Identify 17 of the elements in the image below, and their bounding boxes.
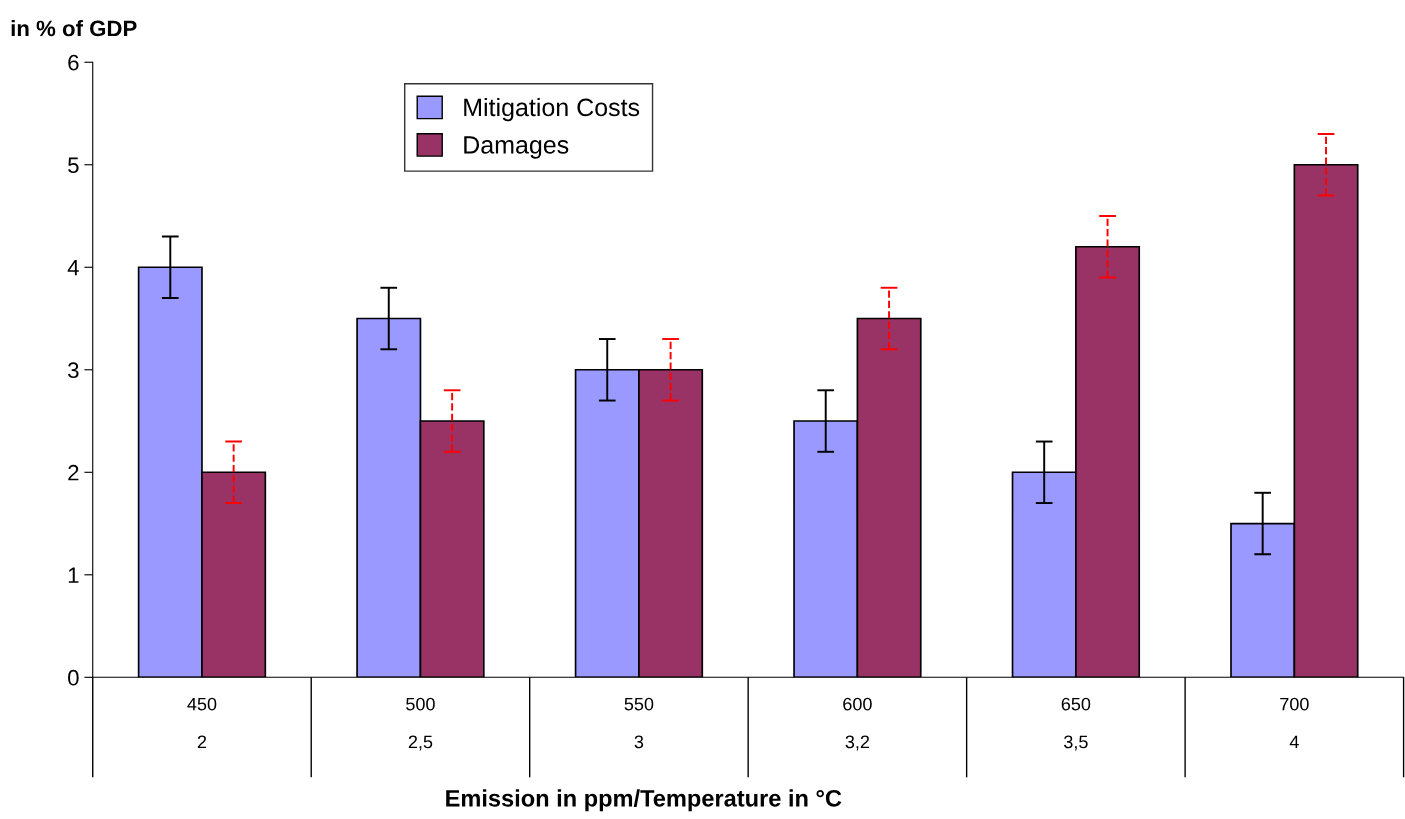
category-label: 450 2 [187,697,217,749]
category-label: 650 3,5 [1061,697,1091,751]
y-tick-label: 5 [68,157,79,174]
y-tick-label: 0 [68,669,79,686]
y-tick-label: 3 [68,362,79,379]
category-label: 500 2,5 [406,697,435,751]
category-label: 550 3 [624,697,654,749]
y-tick-label: 6 [68,54,79,71]
category-label: 700 4 [1280,697,1309,749]
y-tick-label: 1 [68,567,79,583]
y-tick-label: 4 [67,260,79,276]
legend-label: Damages [464,136,569,159]
legend-label: Mitigation Costs [464,97,640,122]
category-label: 600 3,2 [843,697,872,751]
y-tick-label: 2 [68,464,79,481]
y-axis-title: in % of GDP [11,20,137,37]
x-axis-title: Emission in ppm/Temperature in °C [446,789,842,812]
